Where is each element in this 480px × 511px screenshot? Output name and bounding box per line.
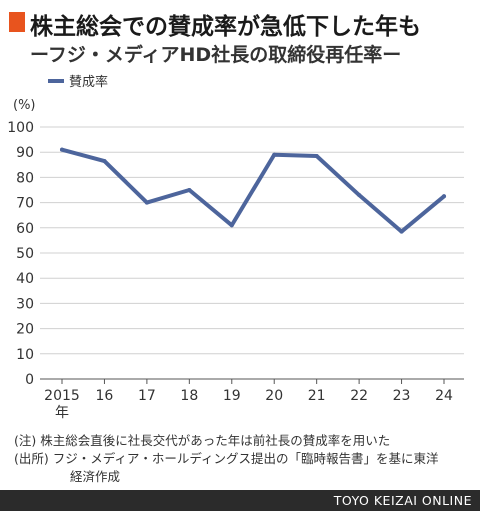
x-tick-label-9: 24: [435, 388, 453, 404]
legend-label: 賛成率: [69, 75, 109, 90]
data-point-0: [60, 147, 64, 152]
note-3: 経済作成: [70, 469, 121, 484]
y-tick-label-60: 60: [16, 221, 34, 237]
data-point-8: [399, 229, 404, 234]
line-chart: 0 10 20 30 40 50 60 70 80 90 100 2015 年 16 17 18 19 20 21…: [7, 120, 464, 420]
x-tick-label-1: 16: [96, 388, 114, 404]
y-tick-label-90: 90: [16, 145, 34, 161]
note-1: (注) 株主総会直後に社長交代があった年は前社長の賛成率を用いた: [14, 433, 391, 448]
x-tick-label-6: 21: [308, 388, 326, 404]
data-point-6: [314, 153, 319, 158]
y-tick-label-40: 40: [16, 271, 34, 287]
y-tick-label-20: 20: [16, 322, 34, 338]
y-tick-label-50: 50: [16, 246, 34, 262]
data-point-5: [272, 152, 277, 157]
footer-credit: TOYO KEIZAI ONLINE: [333, 493, 472, 508]
chart-subtitle: ーフジ・メディアHD社長の取締役再任率ー: [30, 44, 402, 66]
data-point-2: [144, 200, 149, 205]
footer: TOYO KEIZAI ONLINE: [0, 490, 480, 511]
title-accent-mark: [9, 12, 25, 32]
x-tick-label-7: 22: [350, 388, 368, 404]
chart-title: 株主総会での賛成率が急低下した年も: [30, 14, 421, 40]
y-tick-label-0: 0: [25, 372, 34, 388]
notes: (注) 株主総会直後に社長交代があった年は前社長の賛成率を用いた (出所) フジ…: [14, 432, 438, 486]
legend-swatch: [48, 78, 64, 83]
legend: 賛成率: [48, 71, 108, 90]
y-tick-label-100: 100: [7, 120, 34, 136]
y-tick-label-10: 10: [16, 347, 34, 363]
x-tick-label-8: 23: [393, 388, 411, 404]
data-point-1: [102, 159, 107, 164]
x-tick-label-0: 2015 年: [44, 388, 80, 420]
y-tick-label-80: 80: [16, 170, 34, 186]
data-point-4: [229, 223, 234, 228]
x-tick-label-4: 19: [223, 388, 241, 404]
note-2: (出所) フジ・メディア・ホールディングス提出の「臨時報告書」を基に東洋: [14, 451, 439, 466]
x-tick-label-3: 18: [180, 388, 198, 404]
y-tick-label-30: 30: [16, 296, 34, 312]
data-point-3: [187, 188, 192, 192]
series-line-0: [60, 147, 446, 234]
y-axis-unit: (%): [13, 98, 36, 113]
data-point-7: [357, 193, 362, 198]
x-tick-label-2: 17: [138, 388, 156, 404]
x-tick-label-5: 20: [265, 388, 283, 404]
data-point-9: [442, 194, 446, 199]
y-tick-label-70: 70: [16, 196, 34, 212]
